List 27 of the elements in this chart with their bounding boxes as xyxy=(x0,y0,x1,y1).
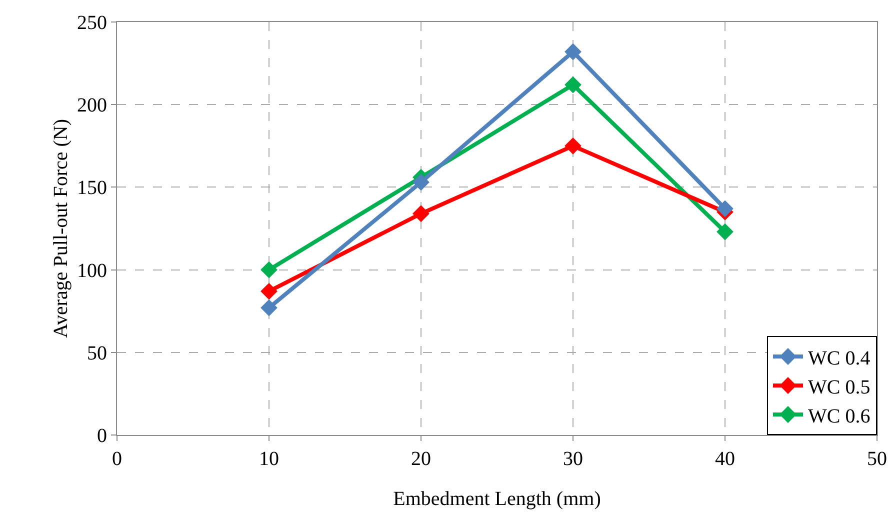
point xyxy=(260,299,278,316)
y-tick-label: 200 xyxy=(77,94,107,117)
x-tick-label: 0 xyxy=(112,448,122,470)
y-tick-label: 150 xyxy=(77,177,107,200)
y-tick-label: 250 xyxy=(77,12,107,34)
point xyxy=(564,43,582,60)
point xyxy=(564,137,582,154)
point xyxy=(260,282,278,300)
x-tick-label: 20 xyxy=(411,448,431,470)
y-tick-label: 100 xyxy=(77,260,107,282)
point xyxy=(260,261,278,278)
y-tick-label: 0 xyxy=(97,425,107,447)
legend-label: WC 0.6 xyxy=(808,405,870,428)
point xyxy=(412,205,430,222)
x-tick-label: 10 xyxy=(259,448,279,470)
x-tick-label: 40 xyxy=(715,448,735,470)
point xyxy=(716,200,734,218)
legend-label: WC 0.5 xyxy=(808,376,870,398)
point xyxy=(412,174,430,191)
x-tick-label: 30 xyxy=(563,448,583,470)
legend-label: WC 0.4 xyxy=(808,347,870,370)
x-tick-label: 50 xyxy=(867,448,887,470)
point xyxy=(716,223,734,240)
point xyxy=(564,76,582,94)
x-axis-title: Embedment Length (mm) xyxy=(393,488,601,510)
y-axis-title: Average Pull-out Force (N) xyxy=(50,118,72,338)
y-tick-label: 50 xyxy=(87,342,107,364)
